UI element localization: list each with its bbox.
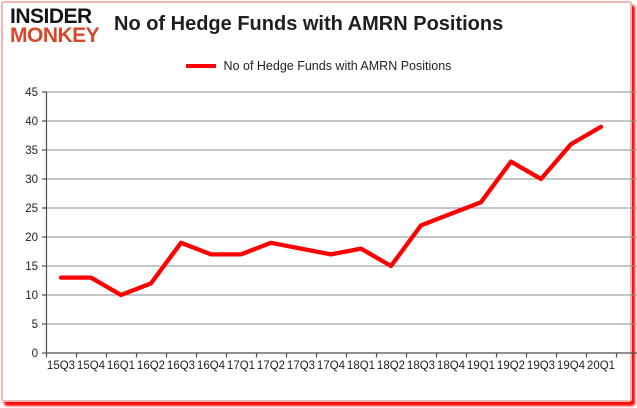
y-axis-tick-label: 0 [32, 348, 38, 360]
y-axis-tick-label: 40 [25, 116, 38, 128]
legend: No of Hedge Funds with AMRN Positions [0, 59, 637, 73]
x-axis-tick-label: 17Q2 [257, 360, 285, 372]
chart-card [1, 1, 632, 402]
y-axis-tick-label: 20 [25, 232, 38, 244]
y-axis-tick-label: 35 [25, 145, 38, 157]
logo-insider-text: INSIDER [10, 5, 92, 28]
x-axis-tick-label: 19Q2 [497, 360, 525, 372]
legend-label: No of Hedge Funds with AMRN Positions [223, 59, 452, 73]
x-axis-tick-label: 20Q1 [587, 360, 615, 372]
logo-monkey-text: MONKEY [10, 24, 100, 48]
y-axis-tick-label: 25 [25, 203, 38, 215]
x-axis-tick-label: 19Q4 [557, 360, 586, 372]
y-axis-tick-label: 45 [25, 87, 38, 99]
x-axis-tick-label: 16Q1 [107, 360, 135, 372]
chart-title: No of Hedge Funds with AMRN Positions [114, 13, 504, 35]
x-axis-tick-label: 15Q4 [77, 360, 106, 372]
x-axis-tick-label: 16Q3 [167, 360, 195, 372]
x-axis-tick-label: 15Q3 [47, 360, 75, 372]
x-axis-tick-label: 18Q1 [347, 360, 375, 372]
series-line [58, 124, 604, 298]
x-axis-tick-label: 19Q3 [527, 360, 555, 372]
y-axis-tick-label: 30 [25, 174, 38, 186]
x-axis-tick-label: 18Q3 [407, 360, 435, 372]
x-axis-tick-label: 17Q4 [317, 360, 346, 372]
x-axis-tick-label: 19Q1 [467, 360, 495, 372]
legend-line-swatch [185, 64, 216, 68]
x-axis-tick-label: 17Q1 [227, 360, 255, 372]
x-axis-tick-label: 18Q4 [437, 360, 466, 372]
insider-monkey-logo: INSIDER MONKEY [10, 5, 100, 48]
x-axis-tick-label: 17Q3 [287, 360, 315, 372]
y-axis-tick-label: 5 [32, 319, 38, 331]
y-axis-tick-label: 15 [25, 261, 38, 273]
y-axis-tick-label: 10 [25, 290, 38, 302]
x-axis-tick-label: 18Q2 [377, 360, 405, 372]
x-axis-tick-label: 16Q4 [197, 360, 226, 372]
x-axis-tick-label: 16Q2 [137, 360, 165, 372]
